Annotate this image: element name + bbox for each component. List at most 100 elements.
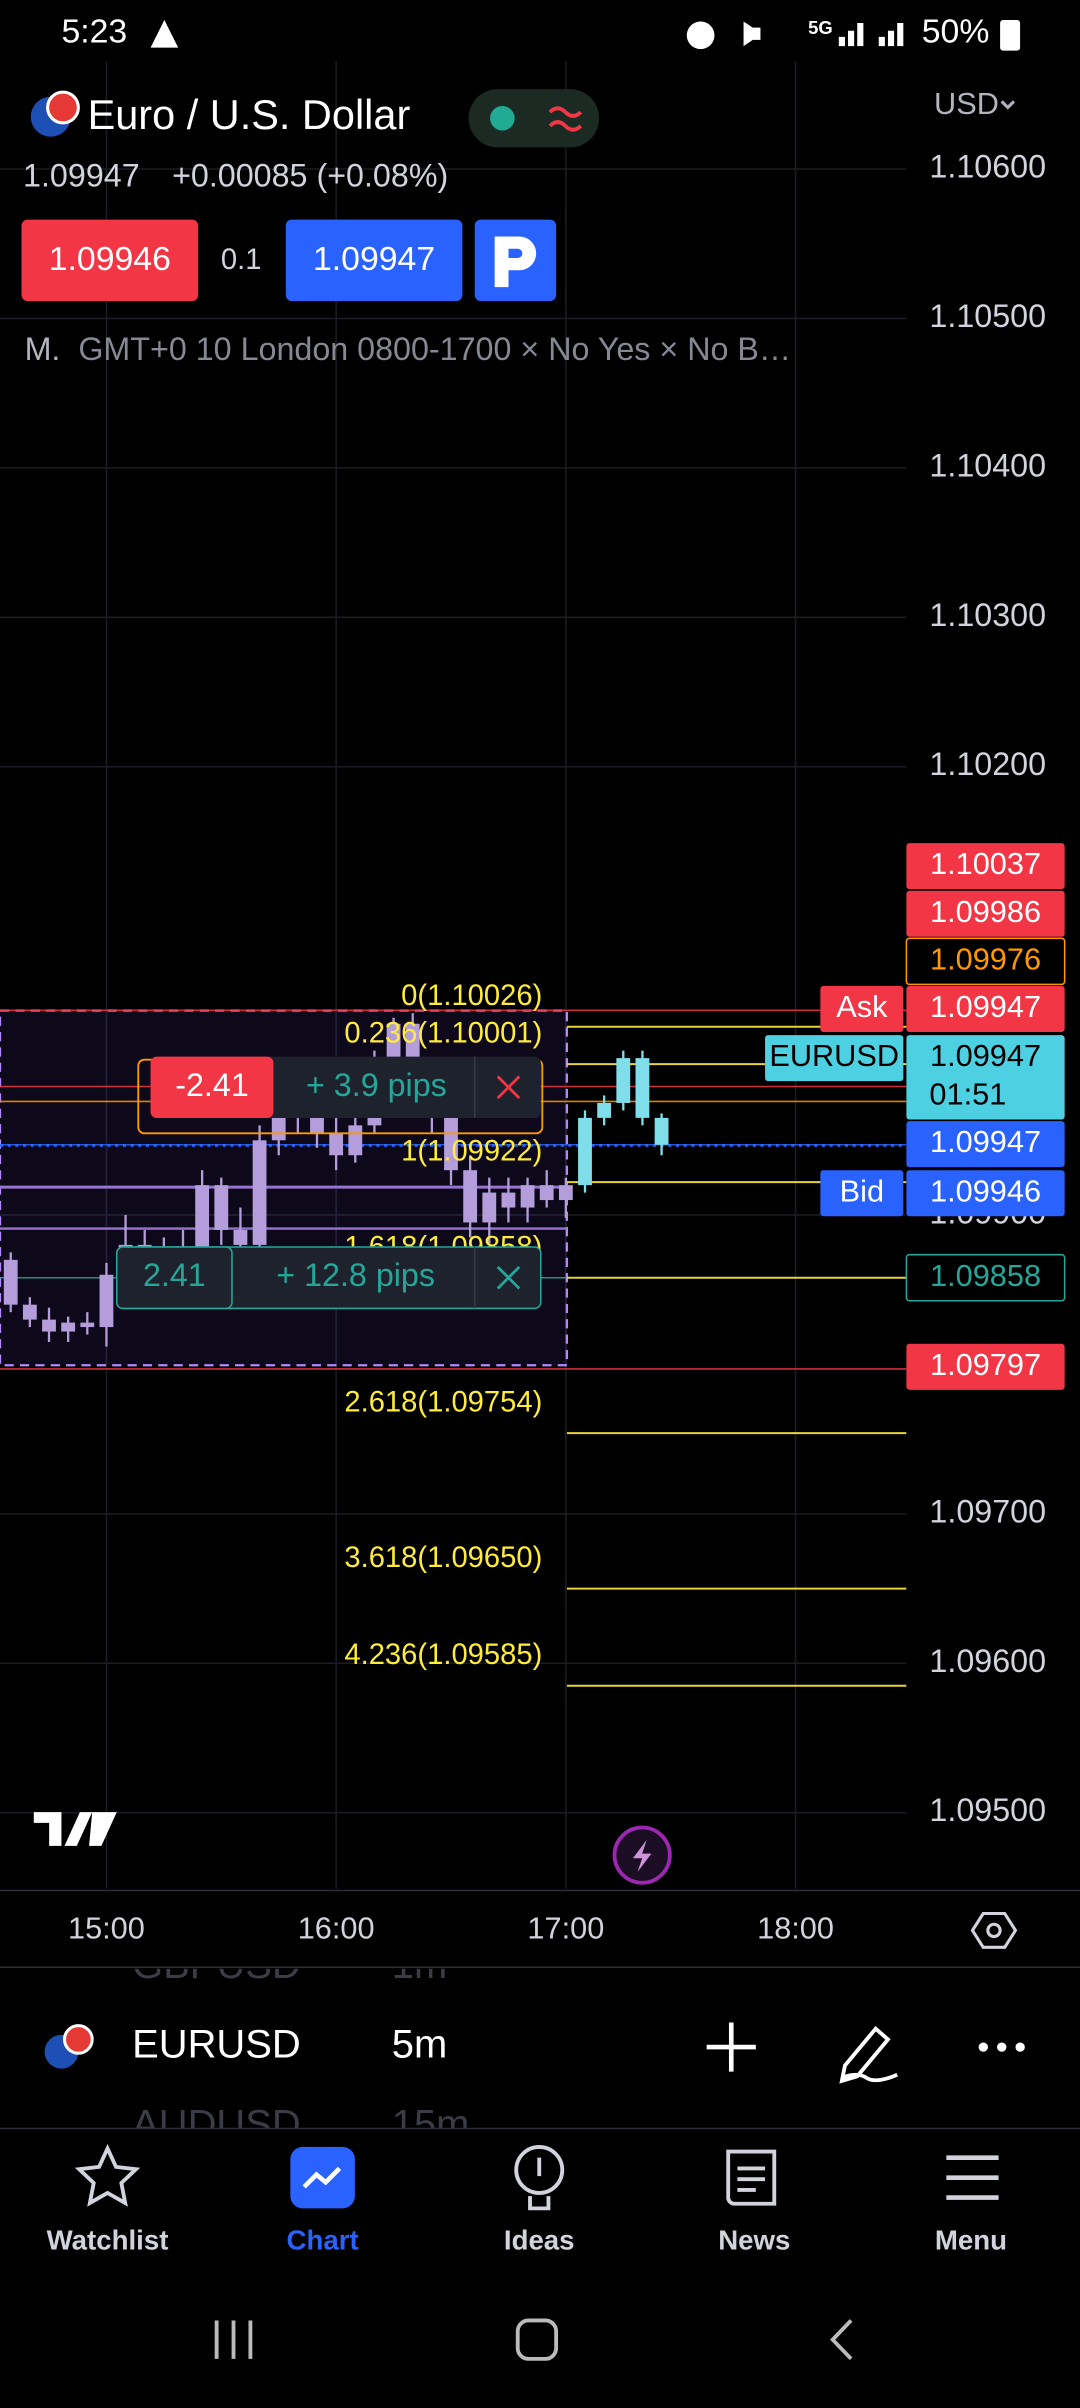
price-badge	[905, 1253, 1066, 1302]
candle-body	[329, 1132, 344, 1156]
candle-body	[80, 1322, 95, 1328]
price-badge-value: 1.09797	[930, 1347, 1041, 1382]
y-tick-label: 1.09700	[929, 1493, 1046, 1529]
home-button[interactable]	[515, 2318, 559, 2361]
candle-body	[233, 1229, 248, 1245]
candle-body	[597, 1102, 612, 1118]
candle-body	[578, 1117, 592, 1186]
candle-body	[195, 1185, 210, 1263]
network-type: 5G	[808, 17, 833, 38]
sell-button[interactable]	[21, 219, 199, 301]
candle-body	[520, 1185, 535, 1208]
candle-body	[501, 1192, 516, 1208]
y-tick-label: 1.10300	[929, 597, 1046, 633]
battery-level: 50%	[922, 13, 990, 51]
price-badge-value: 1.09946	[930, 1173, 1041, 1208]
prev-interval[interactable]: 1m	[392, 1943, 447, 1987]
price-tag-bg	[820, 985, 904, 1032]
next-interval[interactable]: 15m	[392, 2103, 470, 2147]
currency-chevron	[1000, 100, 1016, 110]
nav-chart[interactable]: Chart	[287, 2224, 359, 2255]
news-icon[interactable]	[726, 2149, 777, 2206]
back-button[interactable]	[829, 2319, 853, 2361]
nav-watchlist[interactable]: Watchlist	[47, 2224, 169, 2255]
currency[interactable]: USD	[934, 86, 999, 121]
candle-body	[310, 1117, 324, 1133]
price-badge	[906, 1170, 1065, 1217]
candle-body	[214, 1185, 229, 1230]
candle-body	[252, 1140, 267, 1245]
x-tick-label: 15:00	[68, 1911, 145, 1946]
nav-ideas[interactable]: Ideas	[504, 2224, 575, 2255]
add-button[interactable]	[706, 2022, 756, 2072]
x-tick-label: 17:00	[527, 1911, 604, 1946]
status-icons	[686, 21, 904, 50]
price-badge	[906, 890, 1065, 937]
price-badge	[906, 843, 1065, 890]
nav-news[interactable]: News	[718, 2224, 790, 2255]
price-tag-bg	[765, 1035, 904, 1082]
candle-body	[3, 1259, 18, 1305]
ideas-icon-base	[528, 2157, 551, 2211]
buy-price: 1.09947	[313, 240, 435, 278]
battery-icon	[1000, 19, 1021, 51]
nav-menu[interactable]: Menu	[935, 2224, 1007, 2255]
price-badge-value: 1.09976	[930, 941, 1041, 976]
price-badge-value: 1.09947	[930, 1124, 1041, 1159]
broker-logo	[494, 236, 537, 288]
candle-body	[99, 1274, 114, 1328]
price-badge-value: 1.09947	[930, 1038, 1041, 1073]
y-tick-label: 1.10400	[929, 447, 1046, 483]
bar-countdown: 01:51	[929, 1077, 1006, 1112]
price-tag-bg	[820, 1170, 904, 1217]
lightning-icon	[632, 1839, 652, 1873]
spread: 0.1	[221, 244, 262, 276]
price-badge	[906, 1035, 1065, 1120]
fib-label: 1(1.09922)	[401, 1136, 542, 1168]
candle-body	[444, 1117, 458, 1171]
chart-overlay: 1.095001.096001.097001.099001.102001.103…	[68, 149, 1066, 1946]
candle-body	[539, 1185, 554, 1201]
candle-body	[61, 1322, 76, 1332]
fib-label: 2.618(1.09754)	[344, 1387, 542, 1419]
y-tick-label: 1.09500	[929, 1792, 1046, 1828]
price-tag: EURUSD	[769, 1038, 899, 1073]
price-badge-value: 1.09947	[930, 989, 1041, 1024]
position-pips: + 3.9 pips	[306, 1067, 447, 1103]
watchlist-icon[interactable]	[74, 2143, 141, 2207]
y-tick-label: 1.10600	[929, 149, 1046, 185]
x-tick-label: 18:00	[757, 1911, 834, 1946]
symbol-title[interactable]: Euro / U.S. Dollar	[88, 91, 411, 138]
status-pill[interactable]	[468, 89, 600, 148]
y-tick-label: 1.10200	[929, 746, 1046, 782]
price-badge	[906, 1121, 1065, 1168]
ideas-icon[interactable]	[514, 2145, 565, 2195]
draw-button[interactable]	[839, 2025, 898, 2084]
price-change: +0.00085 (+0.08%)	[172, 158, 448, 194]
candle-body	[616, 1058, 631, 1103]
price-tag: Bid	[840, 1173, 884, 1208]
flag-us	[46, 90, 80, 125]
indicator-name[interactable]: M.	[25, 331, 61, 367]
candle-body	[654, 1117, 669, 1145]
tv-logo	[33, 1812, 117, 1846]
recents-button[interactable]	[214, 2320, 253, 2359]
current-interval[interactable]: 5m	[392, 2023, 447, 2067]
fib-label: 0.236(1.10001)	[344, 1018, 542, 1050]
candle-body	[386, 1023, 401, 1066]
price-tag: Ask	[836, 989, 888, 1024]
fib-label: 0(1.10026)	[401, 980, 542, 1012]
next-symbol[interactable]: AUDUSD	[132, 2103, 301, 2147]
settings-icon[interactable]	[970, 1911, 1018, 1949]
buy-button[interactable]	[285, 219, 463, 301]
current-symbol[interactable]: EURUSD	[132, 2023, 301, 2067]
price-badge	[906, 985, 1065, 1032]
prev-symbol[interactable]: GBPUSD	[132, 1943, 301, 1987]
menu-icon[interactable]	[946, 2155, 999, 2200]
indicator-settings[interactable]: GMT+0 10 London 0800-1700 × No Yes × No …	[78, 331, 791, 367]
candle-body	[482, 1192, 497, 1223]
price-badge	[906, 1343, 1065, 1390]
position-close[interactable]	[496, 1265, 521, 1290]
candle-body	[635, 1058, 650, 1118]
position-close[interactable]	[496, 1075, 521, 1100]
